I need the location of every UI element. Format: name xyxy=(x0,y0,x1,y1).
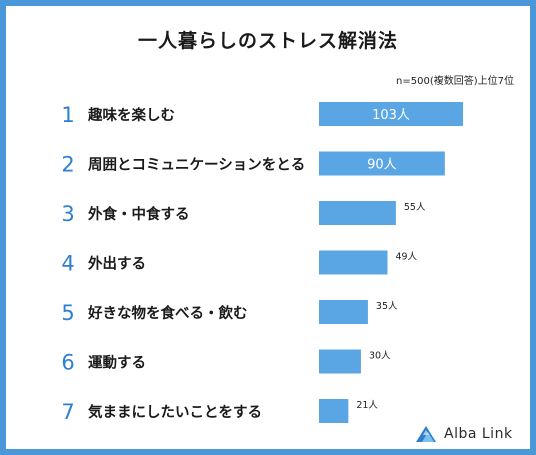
rank-number: 4 xyxy=(61,252,74,276)
data-label: 35人 xyxy=(376,301,398,312)
bar xyxy=(319,250,388,275)
category-label: 外出する xyxy=(88,255,146,273)
category-label: 外食・中食する xyxy=(88,205,190,223)
data-label: 103人 xyxy=(372,108,410,123)
rank-number: 2 xyxy=(61,153,74,177)
category-label: 周囲とコミュニケーションをとる xyxy=(88,157,305,174)
brand-name: Alba Link xyxy=(444,426,513,442)
category-label: 好きな物を食べる・飲む xyxy=(87,304,248,322)
data-label: 90人 xyxy=(367,158,397,173)
chart-title: 一人暮らしのストレス解消法 xyxy=(137,30,398,52)
sample-note: n=500(複数回答)上位7位 xyxy=(396,76,514,87)
data-label: 21人 xyxy=(356,400,378,411)
rank-number: 7 xyxy=(61,400,74,424)
rank-number: 1 xyxy=(61,103,74,127)
data-label: 30人 xyxy=(369,351,391,362)
data-label: 49人 xyxy=(396,252,418,263)
rank-number: 3 xyxy=(61,202,74,226)
data-label: 55人 xyxy=(404,202,426,213)
category-label: 趣味を楽しむ xyxy=(87,106,175,124)
bar xyxy=(319,201,396,225)
bar xyxy=(319,399,349,423)
bar xyxy=(319,349,361,374)
category-label: 気ままにしたいことをする xyxy=(88,403,262,421)
bar xyxy=(319,102,463,126)
rank-number: 6 xyxy=(61,351,74,375)
mountain-logo-icon xyxy=(416,426,436,442)
bar xyxy=(319,151,445,176)
bar xyxy=(319,300,368,324)
brand-logo: Alba Link xyxy=(414,424,513,444)
rank-number: 5 xyxy=(61,301,74,325)
category-label: 運動する xyxy=(88,355,146,372)
